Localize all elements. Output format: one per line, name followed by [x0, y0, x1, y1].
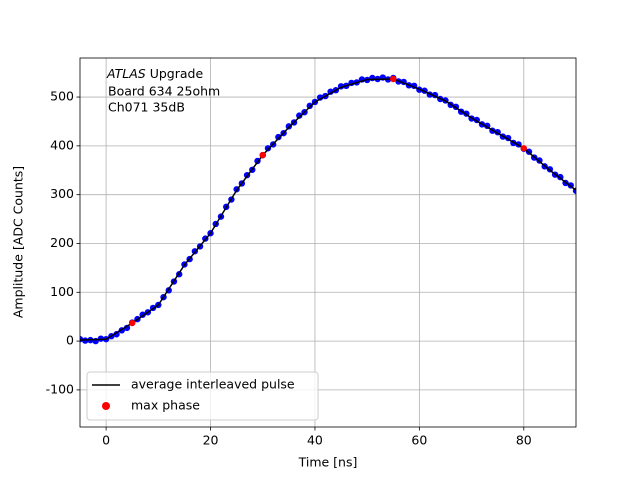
y-tick-label: 0 — [66, 333, 74, 348]
point — [259, 151, 266, 159]
axes-frame — [79, 57, 577, 428]
legend-label: average interleaved pulse — [131, 377, 295, 392]
y-tick-label: 100 — [50, 284, 74, 299]
point — [296, 112, 303, 119]
point — [123, 324, 131, 332]
y-axis-label: Amplitude [ADC Counts] — [11, 166, 26, 318]
annotation-text: Upgrade — [150, 66, 204, 81]
legend: average interleaved pulse max phase — [86, 371, 319, 421]
x-tick-label: 60 — [411, 433, 427, 448]
y-tick-label: 200 — [50, 235, 74, 250]
point — [113, 331, 120, 338]
annotation-line: Ch071 35dB — [108, 100, 185, 115]
point — [264, 145, 272, 152]
x-tick-label: 20 — [203, 433, 219, 448]
line — [80, 78, 576, 341]
point — [275, 133, 282, 141]
plot-area — [80, 58, 576, 427]
series-layer — [80, 74, 576, 345]
x-tick-label: 80 — [516, 433, 532, 448]
legend-box — [86, 371, 319, 421]
point — [390, 75, 397, 83]
annotation-experiment: ATLAS — [106, 66, 146, 81]
point — [129, 319, 136, 327]
point — [520, 145, 527, 152]
y-tick-label: -100 — [46, 381, 74, 396]
x-tick-label: 0 — [102, 433, 110, 448]
legend-label: max phase — [131, 398, 200, 413]
x-tick-label: 40 — [307, 433, 323, 448]
annotation: ATLAS Upgrade — [106, 66, 203, 81]
y-tick-label: 500 — [50, 89, 74, 104]
x-axis-label: Time [ns] — [298, 455, 358, 470]
y-tick-label: 300 — [50, 186, 74, 201]
y-tick-label: 400 — [50, 137, 74, 152]
point — [306, 102, 313, 110]
legend-marker — [102, 402, 110, 410]
annotation-line: Board 634 25ohm — [108, 84, 220, 99]
